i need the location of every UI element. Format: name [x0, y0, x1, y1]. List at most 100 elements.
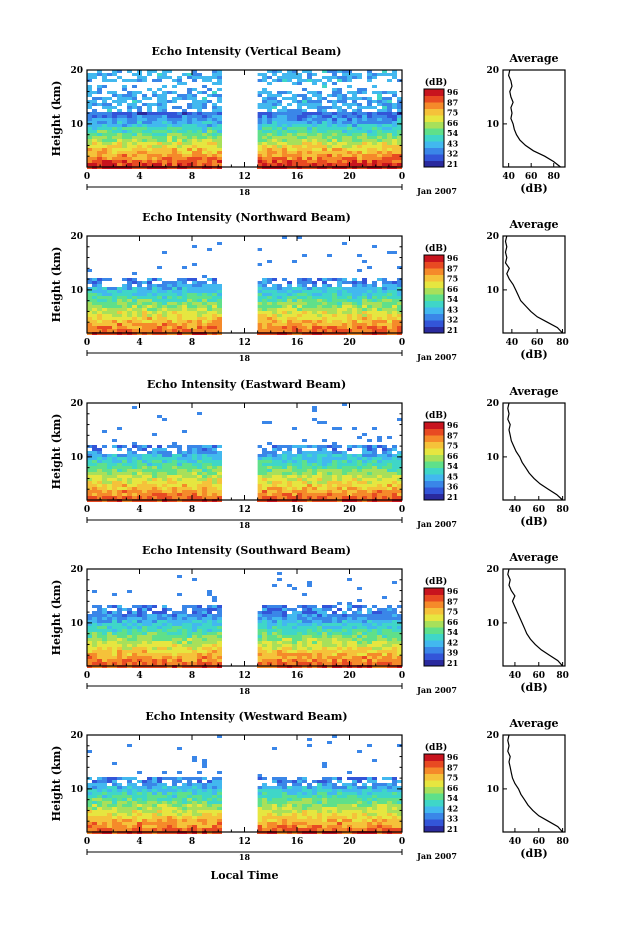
- heatmap-cell: [297, 109, 302, 112]
- heatmap-cell: [197, 130, 202, 133]
- heatmap-cell: [387, 463, 392, 466]
- heatmap-cell: [147, 139, 152, 142]
- heatmap-cell: [122, 496, 127, 499]
- heatmap-cell: [362, 311, 367, 314]
- heatmap-cell: [87, 73, 92, 76]
- heatmap-cell: [282, 326, 287, 329]
- heatmap-cell: [127, 145, 132, 148]
- heatmap-cell: [357, 154, 362, 157]
- heatmap-cell: [217, 472, 222, 475]
- heatmap-cell: [122, 287, 127, 290]
- heatmap-cell: [127, 454, 132, 457]
- heatmap-cell: [197, 100, 202, 103]
- heatmap-cell: [257, 115, 262, 118]
- heatmap-cell: [367, 142, 372, 145]
- heatmap-cell: [187, 632, 192, 635]
- heatmap-cell: [377, 493, 382, 496]
- heatmap-cell: [127, 139, 132, 142]
- heatmap-cell: [257, 475, 262, 478]
- heatmap-cell: [167, 305, 172, 308]
- heatmap-cell: [307, 608, 312, 611]
- heatmap-cell: [342, 290, 347, 293]
- heatmap-cell: [387, 478, 392, 481]
- x-tick-label: 0: [399, 505, 405, 515]
- heatmap-cell: [152, 493, 157, 496]
- heatmap-cell: [342, 281, 347, 284]
- day-label: 18: [239, 520, 251, 530]
- heatmap-cell: [272, 157, 277, 160]
- heatmap-cell: [187, 73, 192, 76]
- heatmap-cell: [157, 475, 162, 478]
- heatmap-cell: [347, 635, 352, 638]
- heatmap-cell: [162, 76, 167, 79]
- heatmap-cell: [102, 323, 107, 326]
- heatmap-cell: [132, 296, 137, 299]
- heatmap-cell: [287, 623, 292, 626]
- heatmap-cell: [317, 94, 322, 97]
- heatmap-cell: [362, 454, 367, 457]
- heatmap-cell: [172, 299, 177, 302]
- heatmap-cell: [177, 632, 182, 635]
- heatmap-cell: [342, 617, 347, 620]
- heatmap-cell: [217, 490, 222, 493]
- heatmap-cell: [362, 478, 367, 481]
- heatmap-cell: [352, 109, 357, 112]
- heatmap-cell: [282, 163, 287, 166]
- heatmap-cell: [132, 647, 137, 650]
- heatmap-cell: [217, 73, 222, 76]
- heatmap-cell: [272, 445, 277, 448]
- heatmap-cell: [117, 308, 122, 311]
- profile-y-tick-label: 10: [486, 286, 499, 296]
- heatmap-cell: [267, 617, 272, 620]
- heatmap-cell: [97, 466, 102, 469]
- heatmap-cell: [147, 314, 152, 317]
- heatmap-cell: [272, 112, 277, 115]
- heatmap-cell: [147, 659, 152, 662]
- heatmap-cell: [292, 487, 297, 490]
- heatmap-cell: [272, 305, 277, 308]
- heatmap-cell: [147, 133, 152, 136]
- heatmap-cell: [112, 79, 117, 82]
- heatmap-cell: [87, 290, 92, 293]
- heatmap-cell: [147, 623, 152, 626]
- heatmap-cell: [212, 127, 217, 130]
- heatmap-cell: [107, 478, 112, 481]
- x-tick-label: 4: [136, 338, 142, 348]
- heatmap-cell: [97, 626, 102, 629]
- heatmap-cell: [87, 160, 92, 163]
- heatmap-cell: [122, 454, 127, 457]
- heatmap-cell: [177, 163, 182, 166]
- heatmap-cell: [257, 145, 262, 148]
- heatmap-cell: [142, 620, 147, 623]
- heatmap-cell: [382, 317, 387, 320]
- heatmap-cell: [162, 302, 167, 305]
- heatmap-cell: [117, 493, 122, 496]
- heatmap-cell: [122, 100, 127, 103]
- heatmap-cell: [142, 320, 147, 323]
- heatmap-cell: [112, 329, 117, 332]
- heatmap-cell: [197, 641, 202, 644]
- heatmap-cell: [257, 638, 262, 641]
- heatmap-cell: [367, 139, 372, 142]
- colorbar-swatch: [424, 134, 444, 142]
- heatmap-cell: [152, 112, 157, 115]
- heatmap-cell: [337, 302, 342, 305]
- heatmap-cell: [367, 484, 372, 487]
- heatmap-cell: [187, 644, 192, 647]
- heatmap-cell: [392, 148, 397, 151]
- heatmap-cell: [87, 106, 92, 109]
- x-tick-label: 16: [291, 172, 304, 182]
- heatmap-cell: [197, 299, 202, 302]
- heatmap-cell: [107, 97, 112, 100]
- heatmap-cell: [172, 284, 177, 287]
- heatmap-cell: [187, 472, 192, 475]
- heatmap-cell: [112, 302, 117, 305]
- heatmap-cell: [367, 460, 372, 463]
- heatmap-cell: [117, 650, 122, 653]
- heatmap-cell: [142, 460, 147, 463]
- heatmap-cell: [152, 136, 157, 139]
- heatmap-cell: [332, 641, 337, 644]
- heatmap-cell: [312, 296, 317, 299]
- heatmap-cell: [117, 305, 122, 308]
- heatmap-cell: [332, 460, 337, 463]
